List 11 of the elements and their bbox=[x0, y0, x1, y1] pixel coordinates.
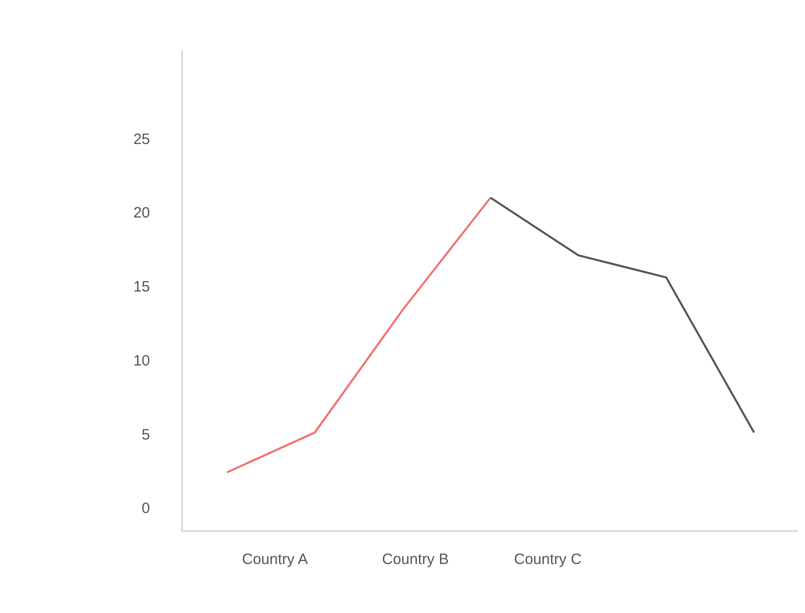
y-tick-label: 5 bbox=[142, 426, 150, 444]
text: Country A bbox=[242, 551, 308, 568]
y-tick-label: 20 bbox=[133, 204, 150, 222]
line-series bbox=[226, 196, 492, 474]
text: Country C bbox=[514, 551, 582, 568]
y-tick-label: 10 bbox=[133, 352, 150, 370]
text: Country B bbox=[382, 551, 449, 568]
line-series bbox=[490, 196, 756, 434]
y-tick-label: 0 bbox=[142, 500, 150, 518]
y-tick-label: 15 bbox=[133, 278, 150, 296]
y-tick-label: 25 bbox=[133, 130, 150, 148]
